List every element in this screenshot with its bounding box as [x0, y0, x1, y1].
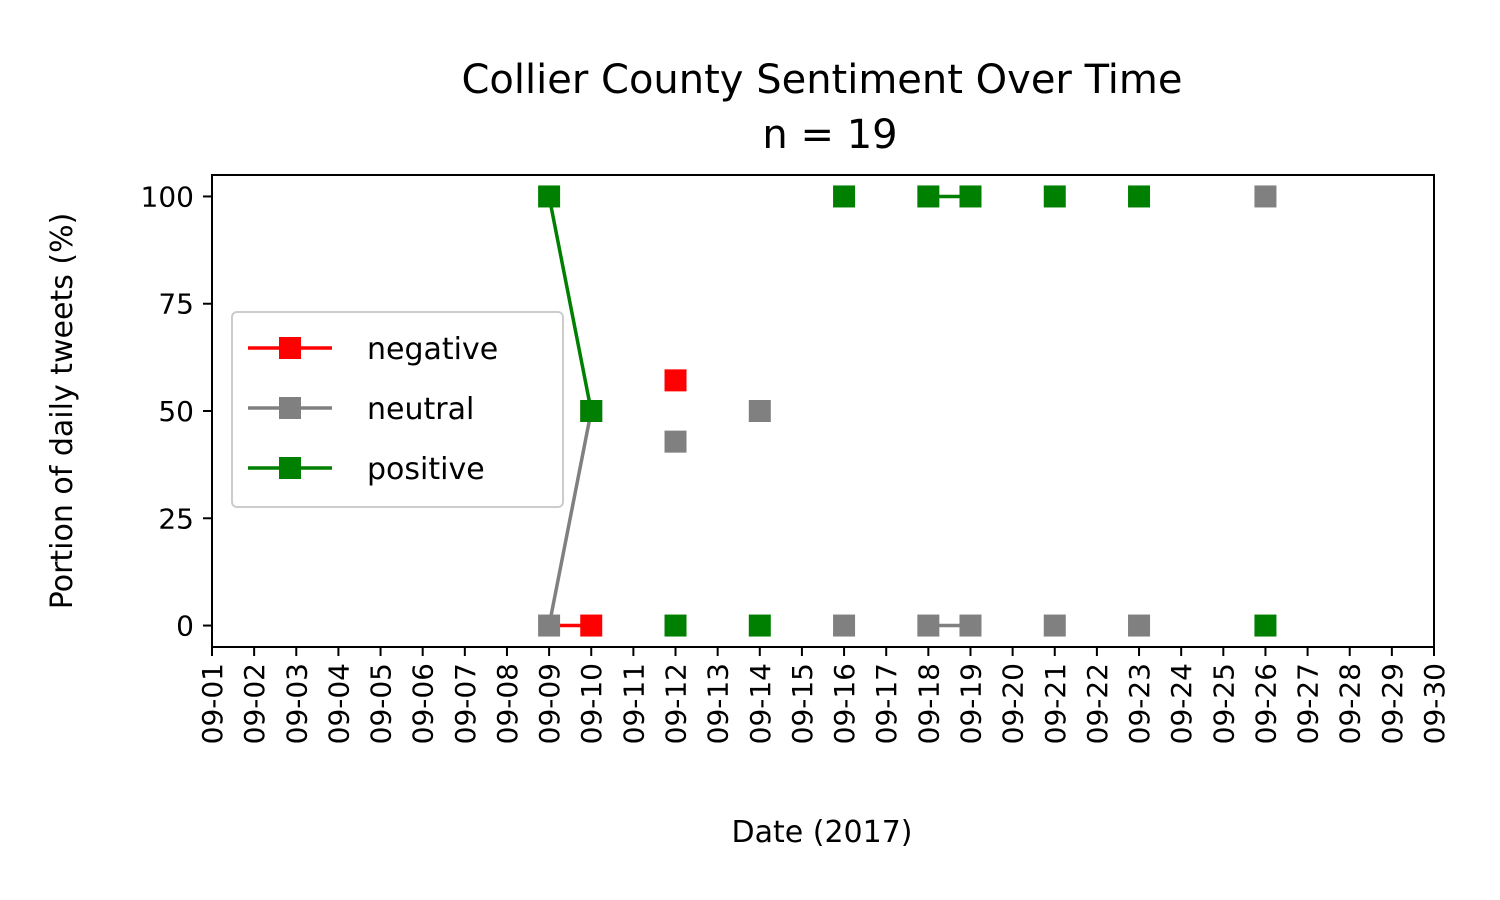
x-tick-label: 09-12 — [660, 663, 693, 744]
x-tick-label: 09-26 — [1249, 663, 1282, 744]
x-tick-label: 09-25 — [1207, 663, 1240, 744]
x-tick-label: 09-03 — [280, 663, 313, 744]
x-tick-label: 09-10 — [575, 663, 608, 744]
legend-marker-negative — [279, 337, 301, 359]
y-tick-label: 75 — [158, 288, 194, 321]
series-line-neutral — [547, 410, 593, 626]
x-tick-label: 09-07 — [449, 663, 482, 744]
data-point-negative — [580, 614, 603, 637]
series-line-positive — [547, 196, 593, 412]
legend-marker-positive — [279, 457, 301, 479]
data-point-negative — [664, 369, 687, 392]
data-point-positive — [664, 614, 687, 637]
data-point-neutral — [664, 430, 687, 453]
data-point-positive — [917, 185, 940, 208]
x-tick-label: 09-28 — [1334, 663, 1367, 744]
x-tick-label: 09-01 — [196, 663, 229, 744]
x-tick-label: 09-15 — [786, 663, 819, 744]
x-tick-label: 09-24 — [1165, 663, 1198, 744]
y-axis-label: Portion of daily tweets (%) — [45, 213, 80, 610]
series-layer — [538, 185, 1277, 637]
data-point-positive — [538, 185, 561, 208]
data-point-positive — [580, 400, 603, 422]
legend-marker-neutral — [279, 397, 301, 419]
x-tick-label: 09-02 — [238, 663, 271, 744]
x-tick-label: 09-16 — [828, 663, 861, 744]
series-negative — [549, 369, 687, 637]
x-axis: 09-01 09-02 09-03 09-04 09-05 09-06 09-07 09-08… — [196, 647, 1451, 744]
x-tick-label: 09-30 — [1418, 663, 1451, 744]
x-tick-label: 09-06 — [407, 663, 440, 744]
x-tick-label: 09-13 — [702, 663, 735, 744]
series-positive — [538, 185, 1277, 637]
x-tick-label: 09-09 — [533, 663, 566, 744]
data-point-neutral — [1128, 614, 1151, 637]
x-tick-label: 09-11 — [617, 663, 650, 744]
data-point-positive — [959, 185, 982, 208]
legend-label-positive: positive — [367, 452, 485, 487]
x-tick-label: 09-21 — [1039, 663, 1072, 744]
y-axis: 0 25 50 75 100 — [141, 180, 212, 643]
x-tick-label: 09-05 — [365, 663, 398, 744]
y-tick-label: 25 — [158, 502, 194, 535]
y-tick-label: 100 — [141, 180, 194, 213]
x-tick-label: 09-22 — [1081, 663, 1114, 744]
y-tick-label: 0 — [176, 610, 194, 643]
legend-label-neutral: neutral — [367, 392, 474, 427]
data-point-neutral — [1254, 185, 1277, 208]
x-tick-label: 09-29 — [1376, 663, 1409, 744]
x-tick-label: 09-14 — [744, 663, 777, 744]
data-point-neutral — [538, 614, 561, 637]
y-tick-label: 50 — [158, 395, 194, 428]
data-point-neutral — [917, 614, 940, 637]
chart-title: Collier County Sentiment Over Time — [462, 57, 1183, 103]
data-point-neutral — [748, 400, 771, 422]
x-tick-label: 09-23 — [1123, 663, 1156, 744]
data-point-neutral — [833, 614, 856, 637]
data-point-positive — [1128, 185, 1151, 208]
x-tick-label: 09-27 — [1292, 663, 1325, 744]
data-point-positive — [1254, 614, 1277, 637]
legend-box — [231, 311, 564, 508]
legend: negative neutral positive — [231, 311, 564, 508]
legend-label-negative: negative — [367, 332, 498, 367]
x-axis-label: Date (2017) — [732, 815, 913, 850]
data-point-positive — [833, 185, 856, 208]
x-tick-label: 09-18 — [912, 663, 945, 744]
data-point-neutral — [1043, 614, 1066, 637]
x-tick-label: 09-04 — [322, 663, 355, 744]
data-point-neutral — [959, 614, 982, 637]
data-point-positive — [748, 614, 771, 637]
series-neutral — [538, 185, 1277, 637]
data-point-positive — [1043, 185, 1066, 208]
chart-subtitle: n = 19 — [762, 112, 897, 158]
x-tick-label: 09-20 — [997, 663, 1030, 744]
x-tick-label: 09-17 — [870, 663, 903, 744]
x-tick-label: 09-08 — [491, 663, 524, 744]
x-tick-label: 09-19 — [954, 663, 987, 744]
